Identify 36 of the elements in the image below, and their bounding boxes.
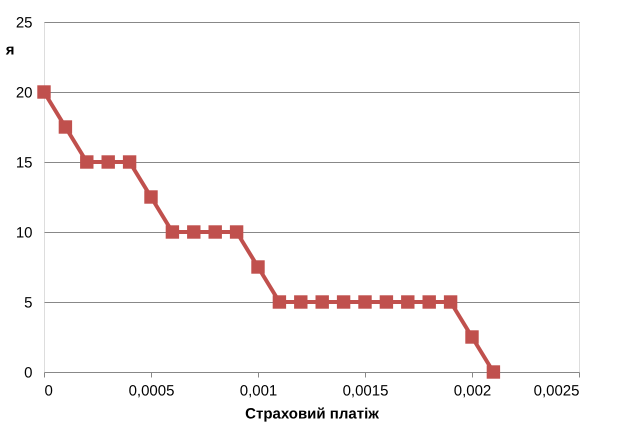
- point: [465, 330, 479, 344]
- x-tick-label: 0,001: [240, 382, 278, 400]
- point: [358, 295, 372, 309]
- point: [444, 295, 458, 309]
- y-tick-label: 25: [16, 14, 32, 32]
- y-tick-label: 10: [16, 224, 32, 242]
- point: [80, 155, 94, 169]
- point: [315, 295, 329, 309]
- point: [144, 190, 158, 204]
- point: [336, 295, 350, 309]
- x-tick-label: 0,0015: [342, 382, 388, 400]
- y-tick-label: 5: [24, 294, 32, 312]
- point: [272, 295, 286, 309]
- point: [37, 85, 51, 99]
- y-axis-title: я: [6, 42, 14, 58]
- point: [401, 295, 415, 309]
- x-tick-label: 0,0025: [534, 382, 580, 400]
- x-tick-label: 0,0005: [128, 382, 174, 400]
- x-tick-label: 0: [44, 382, 53, 400]
- point: [251, 260, 265, 274]
- y-tick-label: 15: [16, 154, 32, 172]
- point: [58, 120, 72, 134]
- point: [380, 295, 394, 309]
- point: [294, 295, 308, 309]
- x-tick-label: 0,002: [454, 382, 492, 400]
- point: [208, 225, 222, 239]
- point: [122, 155, 136, 169]
- point: [486, 365, 500, 379]
- y-tick-label: 0: [24, 364, 32, 382]
- point: [101, 155, 115, 169]
- point: [422, 295, 436, 309]
- point: [187, 225, 201, 239]
- point: [166, 225, 180, 239]
- y-tick-label: 20: [16, 84, 32, 102]
- point: [230, 225, 244, 239]
- x-axis-title: Страховий платіж: [245, 406, 380, 422]
